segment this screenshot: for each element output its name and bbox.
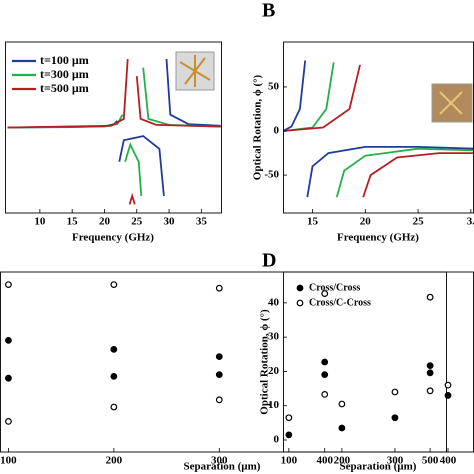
point — [110, 403, 118, 411]
point — [391, 414, 399, 422]
x-tick-label: 100 — [0, 455, 17, 467]
y-tick-label: 30 — [268, 331, 280, 343]
series-line — [283, 64, 474, 198]
y-axis-label: Optical Rotation, ϕ (°) — [259, 309, 271, 415]
point — [110, 281, 118, 289]
x-tick-label: 15 — [67, 216, 79, 228]
x-axis-label: Separation (µm) — [340, 461, 417, 473]
x-tick-label: 300 — [211, 455, 228, 467]
point — [5, 374, 12, 382]
legend-label: t=500 µm — [40, 81, 89, 95]
point — [215, 396, 223, 404]
point — [110, 373, 118, 380]
point — [285, 414, 293, 422]
series-line — [7, 59, 221, 205]
series-line — [283, 62, 474, 198]
point — [426, 369, 434, 377]
panel — [285, 381, 452, 439]
point — [215, 371, 223, 379]
x-axis-label: Frequency (GHz) — [337, 232, 419, 244]
point — [338, 424, 346, 432]
point — [285, 431, 293, 439]
x-tick-label: 3. — [467, 216, 474, 228]
y-tick-label: 40 — [268, 296, 280, 308]
y-tick-label: 50 — [268, 80, 280, 92]
point — [444, 381, 452, 389]
legend-marker — [296, 299, 304, 307]
point — [338, 400, 346, 408]
x-tick-label: 20 — [360, 216, 372, 228]
point — [444, 392, 452, 399]
panel — [283, 60, 474, 198]
point — [321, 358, 329, 366]
point — [426, 293, 434, 301]
legend-label: t=100 µm — [40, 53, 89, 67]
x-tick-label: 30 — [164, 216, 176, 228]
y-tick-label: 10 — [268, 399, 280, 411]
legend-marker — [296, 284, 304, 292]
y-tick-label: 0 — [274, 434, 280, 446]
inset-a — [175, 51, 215, 91]
point — [321, 371, 329, 379]
point — [321, 290, 329, 298]
y-tick-label: 20 — [268, 365, 280, 377]
point — [215, 353, 223, 361]
point — [321, 391, 329, 398]
x-tick-label: 10 — [34, 216, 46, 228]
legend-label: t=300 µm — [40, 67, 89, 81]
series-line — [283, 60, 474, 198]
x-tick-label: 200 — [334, 455, 351, 467]
legend-label: Cross/C-Cross — [309, 297, 371, 308]
x-tick-label: 400 — [316, 455, 333, 467]
x-tick-label: 25 — [413, 216, 425, 228]
x-tick-label: 400 — [440, 455, 457, 467]
x-tick-label: 300 — [387, 455, 404, 467]
x-tick-label: 25 — [131, 216, 143, 228]
point — [215, 284, 223, 292]
point — [5, 418, 12, 425]
plot-frame — [0, 271, 447, 453]
y-tick-label: -50 — [264, 169, 279, 181]
point — [110, 346, 118, 353]
x-tick-label: 35 — [196, 216, 208, 228]
y-axis-label: Optical Rotation, ϕ (°) — [252, 74, 264, 180]
y-tick-label: 0 — [274, 125, 280, 137]
point — [426, 362, 434, 370]
inset-b — [431, 83, 473, 123]
point — [5, 337, 12, 344]
panel-label: D — [262, 250, 276, 272]
panel — [7, 59, 221, 205]
x-tick-label: 500 — [422, 455, 439, 467]
legend-label: Cross/Cross — [309, 282, 360, 293]
panel — [5, 281, 434, 425]
plot-frame — [5, 41, 222, 214]
x-tick-label: 100 — [281, 455, 298, 467]
x-axis-label: Separation (µm) — [184, 461, 261, 473]
point — [426, 387, 434, 395]
panel-label: B — [262, 0, 275, 22]
x-tick-label: 200 — [106, 455, 123, 467]
x-tick-label: 15 — [307, 216, 319, 228]
point — [5, 281, 12, 289]
x-axis-label: Frequency (GHz) — [72, 232, 154, 244]
point — [391, 388, 399, 396]
x-tick-label: 20 — [99, 216, 111, 228]
